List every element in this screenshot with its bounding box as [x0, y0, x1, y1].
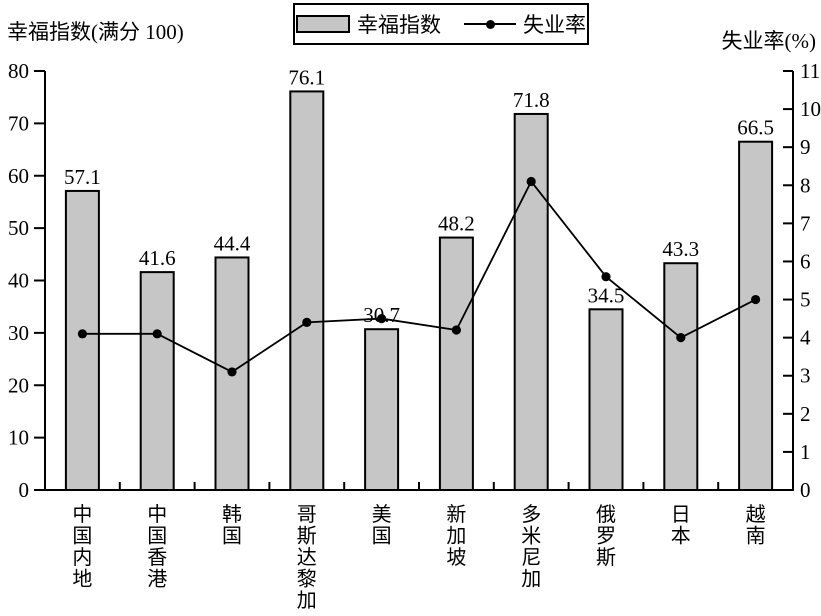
bar-value-label: 76.1	[288, 65, 325, 89]
left-axis-title: 幸福指数(满分 100)	[7, 20, 184, 44]
bar-中国香港	[139, 271, 175, 491]
legend: 幸福指数 失业率	[293, 3, 589, 45]
unemployment-point-中国内地	[77, 329, 87, 339]
left-axis-tick-label: 0	[19, 478, 30, 502]
category-label-哥斯达黎加: 哥斯达黎加	[297, 504, 317, 612]
category-label-新加坡: 新加坡	[446, 503, 466, 569]
category-label-越南: 越南	[746, 503, 766, 548]
line-series-marker-icon	[464, 19, 516, 29]
unemployment-point-俄罗斯	[601, 272, 611, 282]
right-axis-tick-label: 10	[800, 97, 821, 121]
unemployment-point-新加坡	[451, 325, 461, 335]
right-axis-tick-label: 6	[800, 249, 811, 273]
category-label-日本: 日本	[671, 504, 691, 548]
bar-value-label: 43.3	[662, 237, 699, 261]
bar-越南	[738, 140, 774, 492]
unemployment-point-美国	[377, 313, 387, 324]
bar-value-label: 57.1	[64, 165, 101, 189]
right-axis-tick-label: 4	[800, 326, 811, 350]
right-axis-title: 失业率(%)	[721, 29, 816, 53]
bar-value-label: 48.2	[438, 212, 475, 236]
unemployment-point-哥斯达黎加	[302, 317, 312, 327]
bar-日本	[663, 262, 699, 491]
line-dot-icon	[485, 19, 495, 29]
category-label-俄罗斯: 俄罗斯	[596, 503, 616, 569]
bar-series-swatch-icon	[296, 15, 350, 33]
right-axis-tick-label: 3	[800, 364, 811, 388]
left-axis-tick-label: 30	[8, 321, 29, 345]
unemployment-point-多米尼加	[526, 176, 536, 187]
left-axis-tick-label: 20	[8, 373, 29, 397]
unemployment-point-越南	[751, 294, 761, 305]
bar-value-label: 71.8	[513, 88, 550, 112]
legend-label-unemployment: 失业率	[523, 13, 586, 37]
category-label-多米尼加: 多米尼加	[521, 503, 541, 591]
bar-value-label: 41.6	[139, 246, 176, 270]
left-axis-tick-label: 40	[8, 269, 29, 293]
left-axis-tick-label: 60	[8, 164, 29, 188]
category-label-中国内地: 中国内地	[72, 503, 92, 591]
unemployment-line	[82, 179, 757, 373]
right-axis-tick-label: 5	[800, 288, 811, 312]
left-axis-tick-label: 10	[8, 426, 29, 450]
legend-label-happiness: 幸福指数	[357, 13, 441, 37]
right-axis-tick-label: 0	[800, 478, 811, 502]
category-label-美国: 美国	[372, 503, 392, 548]
bar-value-label: 44.4	[214, 231, 251, 255]
bar-美国	[364, 328, 400, 491]
right-axis-tick-label: 7	[800, 211, 811, 235]
bar-中国内地	[64, 189, 100, 491]
left-axis-tick-label: 50	[8, 216, 29, 240]
right-axis-tick-label: 2	[800, 402, 811, 426]
left-axis-tick-label: 80	[8, 59, 29, 83]
right-axis-tick-label: 9	[800, 135, 811, 159]
bar-新加坡	[438, 236, 474, 491]
bar-value-label: 66.5	[737, 116, 774, 140]
unemployment-point-韩国	[227, 367, 237, 377]
unemployment-point-日本	[676, 333, 686, 343]
bar-多米尼加	[513, 112, 549, 491]
right-axis-tick-label: 1	[800, 440, 811, 464]
bar-俄罗斯	[588, 308, 624, 491]
right-axis-tick-label: 11	[800, 59, 820, 83]
left-axis-tick-label: 70	[8, 111, 29, 135]
right-axis-tick-label: 8	[800, 173, 811, 197]
bar-哥斯达黎加	[289, 90, 325, 492]
category-label-中国香港: 中国香港	[147, 503, 167, 591]
category-label-韩国: 韩国	[222, 503, 242, 548]
unemployment-point-中国香港	[152, 329, 162, 339]
